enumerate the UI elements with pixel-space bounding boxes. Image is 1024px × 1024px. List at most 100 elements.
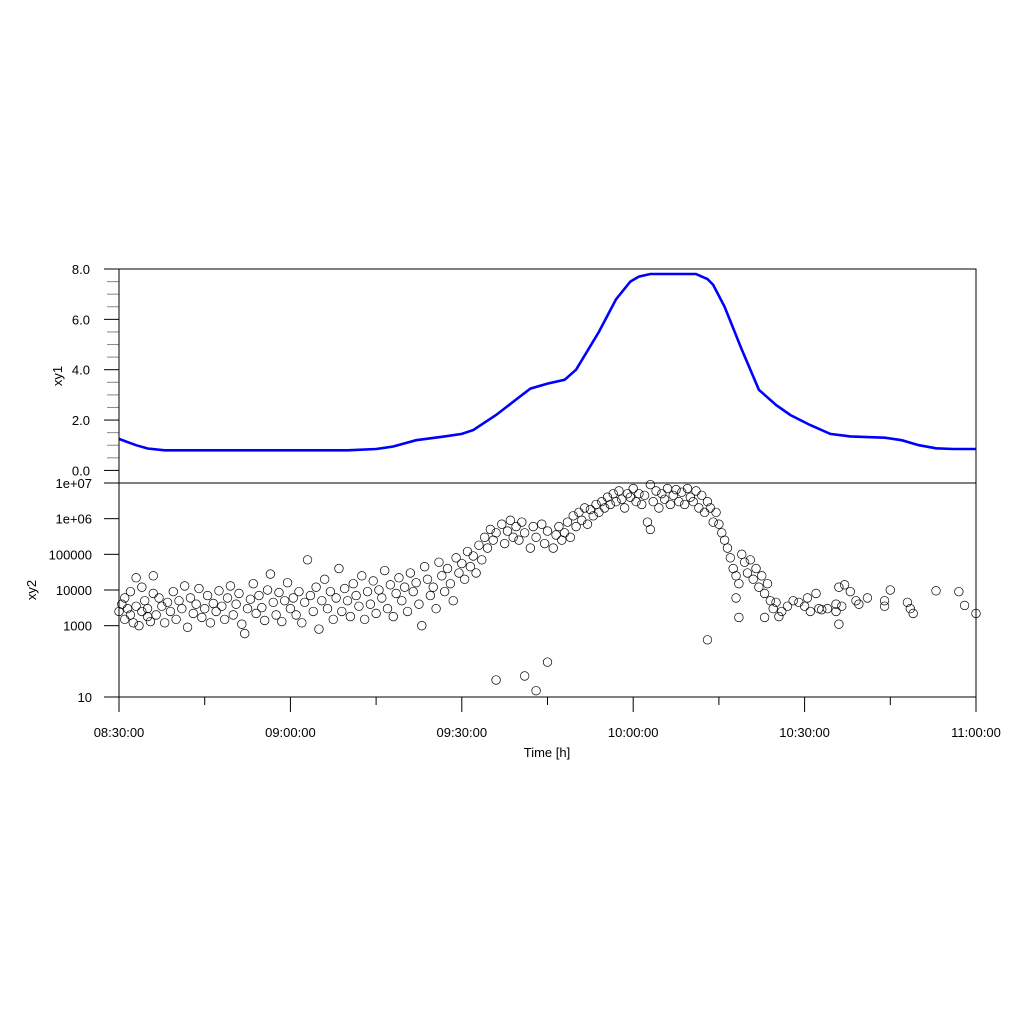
scatter-point bbox=[191, 599, 201, 609]
scatter-point bbox=[337, 606, 347, 617]
scatter-point bbox=[131, 573, 141, 583]
scatter-point bbox=[334, 563, 344, 574]
scatter-point bbox=[648, 496, 658, 507]
scatter-point bbox=[854, 599, 864, 609]
scatter-point bbox=[174, 596, 184, 606]
scatter-point bbox=[774, 611, 784, 622]
scatter-point bbox=[222, 593, 233, 603]
scatter-point bbox=[954, 586, 964, 597]
scatter-point bbox=[559, 528, 570, 538]
scatter-point bbox=[617, 494, 627, 504]
scatter-point bbox=[531, 686, 541, 696]
scatter-point bbox=[734, 579, 744, 589]
scatter-point bbox=[677, 487, 687, 497]
scatter-point bbox=[291, 610, 301, 620]
y2-tick-label: 1e+07 bbox=[55, 476, 92, 491]
scatter-point bbox=[834, 619, 844, 629]
scatter-point bbox=[577, 515, 587, 525]
scatter-point bbox=[751, 563, 761, 574]
scatter-point bbox=[422, 574, 433, 584]
scatter-point bbox=[614, 486, 624, 496]
xy1-line bbox=[118, 272, 976, 452]
xy1-axis-label: xy1 bbox=[50, 366, 65, 386]
scatter-point bbox=[694, 503, 704, 513]
scatter-point bbox=[845, 586, 855, 597]
scatter-point bbox=[365, 599, 376, 609]
y1-tick-label: 8.0 bbox=[72, 262, 90, 277]
scatter-point bbox=[305, 590, 316, 601]
scatter-point bbox=[725, 553, 735, 563]
scatter-point bbox=[839, 580, 850, 590]
scatter-point bbox=[837, 601, 847, 611]
y1-tick-label: 2.0 bbox=[72, 413, 90, 428]
scatter-point bbox=[234, 588, 244, 599]
scatter-point bbox=[759, 588, 770, 599]
scatter-point bbox=[397, 596, 407, 606]
scatter-point bbox=[691, 486, 701, 496]
scatter-point bbox=[197, 612, 207, 623]
scatter-point bbox=[340, 583, 350, 594]
scatter-point bbox=[462, 546, 473, 557]
scatter-point bbox=[862, 593, 873, 603]
scatter-point bbox=[519, 671, 530, 681]
scatter-point bbox=[474, 540, 484, 550]
scatter-point bbox=[879, 596, 890, 606]
scatter-point bbox=[491, 528, 501, 538]
scatter-point bbox=[685, 492, 695, 502]
scatter-point bbox=[142, 603, 153, 614]
scatter-point bbox=[254, 590, 264, 601]
scatter-point bbox=[142, 611, 153, 622]
scatter-point bbox=[145, 616, 156, 627]
scatter-point bbox=[328, 614, 338, 625]
scatter-point bbox=[525, 543, 536, 553]
scatter-point bbox=[460, 574, 470, 584]
scatter-point bbox=[782, 601, 793, 611]
scatter-point bbox=[294, 586, 304, 597]
scatter-point bbox=[360, 614, 370, 625]
scatter-point bbox=[202, 590, 213, 601]
scatter-point bbox=[245, 594, 256, 604]
scatter-point bbox=[205, 618, 216, 628]
scatter-point bbox=[822, 603, 833, 614]
scatter-point bbox=[548, 543, 558, 553]
scatter-point bbox=[754, 582, 764, 592]
scatter-point bbox=[959, 600, 970, 611]
scatter-point bbox=[317, 596, 327, 606]
scatter-point bbox=[385, 580, 396, 590]
x-tick-label: 08:30:00 bbox=[94, 725, 145, 740]
scatter-point bbox=[651, 486, 661, 496]
scatter-point bbox=[602, 492, 613, 502]
scatter-point bbox=[374, 585, 384, 595]
scatter-point bbox=[157, 601, 167, 611]
scatter-point bbox=[448, 596, 458, 606]
scatter-point bbox=[274, 587, 284, 598]
scatter-point bbox=[440, 586, 450, 597]
scatter-point bbox=[599, 503, 610, 513]
scatter-point bbox=[702, 496, 713, 507]
scatter-point bbox=[771, 597, 781, 608]
scatter-point bbox=[414, 599, 424, 609]
y2-tick-label: 10 bbox=[78, 690, 92, 705]
scatter-point bbox=[905, 603, 915, 614]
scatter-point bbox=[322, 603, 333, 614]
scatter-point bbox=[282, 578, 293, 588]
scatter-point bbox=[417, 621, 427, 631]
scatter-point bbox=[362, 586, 373, 597]
scatter-point bbox=[711, 507, 721, 518]
scatter-point bbox=[171, 614, 181, 625]
scatter-point bbox=[471, 568, 481, 578]
scatter-point bbox=[242, 603, 253, 614]
scatter-point bbox=[500, 538, 510, 549]
scatter-point bbox=[731, 571, 741, 581]
scatter-point bbox=[134, 621, 144, 631]
scatter-point bbox=[908, 608, 918, 619]
scatter-point bbox=[528, 521, 538, 532]
scatter-point bbox=[148, 588, 158, 599]
x-tick-label: 10:30:00 bbox=[779, 725, 830, 740]
scatter-point bbox=[388, 611, 398, 622]
scatter-point bbox=[542, 526, 553, 536]
scatter-point bbox=[225, 581, 236, 591]
scatter-point bbox=[688, 496, 698, 507]
scatter-point bbox=[585, 504, 595, 515]
scatter-point bbox=[128, 618, 138, 628]
